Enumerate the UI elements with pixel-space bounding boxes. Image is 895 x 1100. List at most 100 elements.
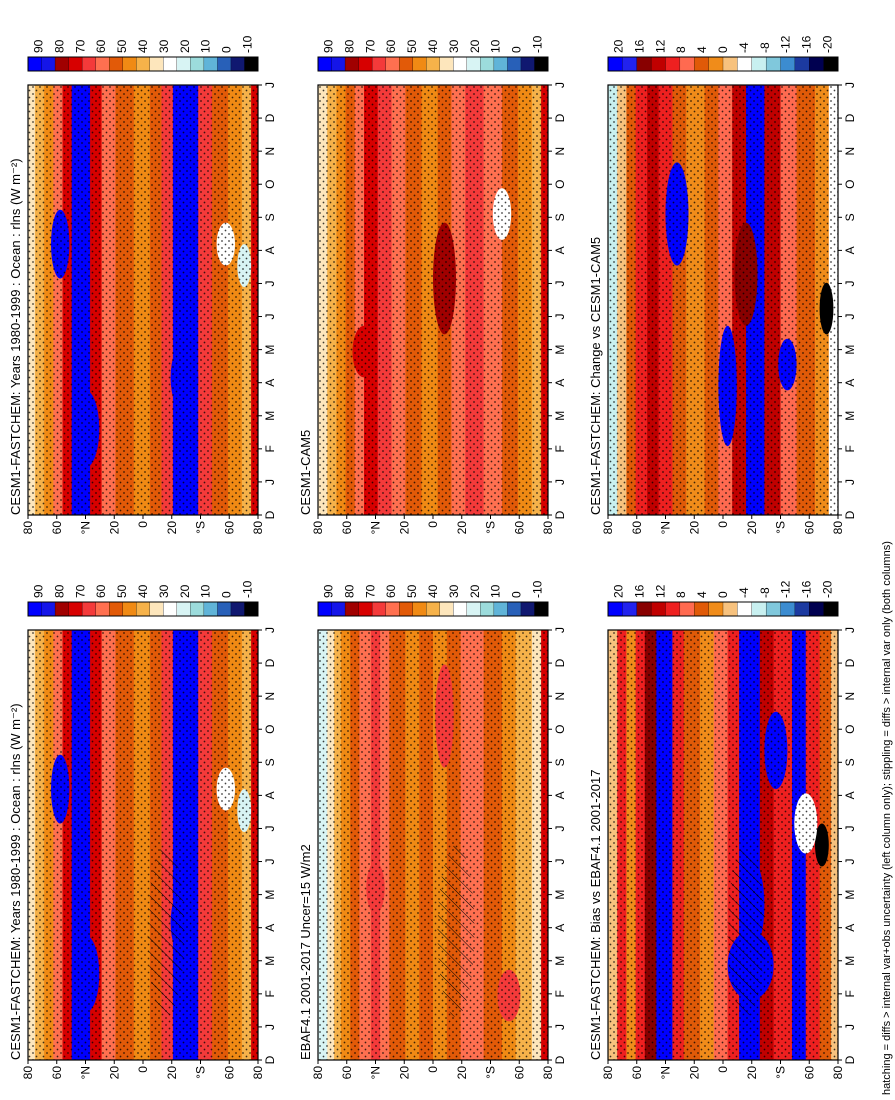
colorbar-swatch — [665, 601, 681, 617]
colorbar-label: 40 — [426, 584, 440, 598]
colorbar-label: -10 — [531, 35, 545, 53]
panel-title: EBAF4.1 2001-2017 Uncer=15 W/m2 — [298, 844, 313, 1060]
colorbar-label: 0 — [220, 46, 234, 53]
colorbar-swatch — [122, 601, 137, 617]
colorbar-label: 10 — [489, 584, 503, 598]
colorbar-swatch — [823, 56, 839, 72]
colorbar-swatch — [54, 56, 70, 72]
x-tick-label: A — [263, 791, 277, 799]
colorbar-swatch — [809, 601, 825, 617]
x-tick-label: A — [843, 791, 857, 799]
x-tick-label: J — [263, 627, 277, 633]
colorbar-swatch — [520, 56, 535, 72]
x-tick-label: O — [263, 180, 277, 189]
x-tick-label: D — [553, 510, 567, 519]
y-tick-label: °N — [659, 521, 673, 534]
colorbar-swatch — [650, 601, 666, 617]
colorbar-swatch — [466, 56, 481, 72]
colorbar-swatch — [622, 601, 638, 617]
colorbar-swatch — [622, 56, 638, 72]
colorbar-label: -12 — [779, 35, 793, 53]
x-tick-label: J — [263, 825, 277, 831]
y-tick-label: 60 — [50, 1066, 64, 1080]
colorbar-swatch — [453, 56, 468, 72]
x-tick-label: O — [843, 725, 857, 734]
hatching-overlay — [437, 845, 475, 1017]
y-tick-label: 60 — [802, 521, 816, 535]
colorbar-swatch — [203, 56, 218, 72]
colorbar-label: -16 — [800, 35, 814, 53]
y-tick-label: 80 — [251, 521, 265, 535]
x-tick-label: D — [263, 658, 277, 667]
colorbar-label: 80 — [52, 584, 66, 598]
colorbar-swatch — [412, 601, 427, 617]
colorbar-label: 30 — [157, 39, 171, 53]
colorbar-swatch — [81, 56, 97, 72]
colorbar-label: 4 — [695, 46, 709, 53]
y-tick-label: °N — [79, 521, 93, 534]
colorbar-label: 60 — [94, 584, 108, 598]
colorbar-swatch — [439, 601, 454, 617]
x-tick-label: J — [843, 280, 857, 286]
x-tick-label: J — [843, 859, 857, 865]
colorbar-swatch — [507, 601, 522, 617]
colorbar-swatch — [230, 601, 245, 617]
colorbar-swatch — [163, 56, 178, 72]
colorbar-label: 12 — [653, 39, 667, 53]
colorbar-swatch — [737, 601, 753, 617]
y-tick-label: 80 — [541, 521, 555, 535]
colorbar-swatch — [520, 601, 535, 617]
hatching-overlay — [727, 845, 765, 1017]
x-tick-label: O — [553, 180, 567, 189]
colorbar-label: 40 — [136, 584, 150, 598]
colorbar-label: 70 — [73, 39, 87, 53]
colorbar-swatch — [480, 601, 495, 617]
colorbar-label: -4 — [737, 587, 751, 598]
y-tick-label: °S — [774, 521, 788, 534]
colorbar-swatch — [493, 56, 508, 72]
x-tick-label: J — [263, 1024, 277, 1030]
panel-title: CESM1-FASTCHEM: Bias vs EBAF4.1 2001-201… — [588, 770, 603, 1060]
y-tick-label: °S — [774, 1066, 788, 1079]
x-tick-label: D — [553, 658, 567, 667]
y-tick-label: 60 — [222, 1066, 236, 1080]
colorbar-swatch — [765, 56, 781, 72]
x-tick-label: S — [263, 213, 277, 221]
stippling-overlay — [28, 630, 258, 1060]
y-tick-label: 20 — [745, 1066, 759, 1080]
x-tick-label: M — [843, 956, 857, 966]
colorbar-label: 20 — [468, 584, 482, 598]
colorbar-swatch — [68, 56, 83, 72]
x-tick-label: D — [553, 113, 567, 122]
colorbar-swatch — [54, 601, 70, 617]
colorbar-swatch — [780, 601, 796, 617]
colorbar-label: -20 — [821, 580, 835, 598]
colorbar-swatch — [722, 56, 738, 72]
x-tick-label: A — [843, 246, 857, 254]
colorbar-label: 10 — [489, 39, 503, 53]
colorbar-swatch — [636, 56, 652, 72]
colorbar-swatch — [809, 56, 825, 72]
stippling-overlay — [318, 85, 548, 515]
colorbar-label: 30 — [157, 584, 171, 598]
colorbar-label: 4 — [695, 591, 709, 598]
colorbar-swatch — [358, 601, 373, 617]
colorbar-swatch — [163, 601, 178, 617]
x-tick-label: S — [553, 213, 567, 221]
y-tick-label: 80 — [311, 521, 325, 535]
x-tick-label: J — [553, 314, 567, 320]
colorbar-label: 20 — [611, 584, 625, 598]
colorbar-label: 90 — [31, 39, 45, 53]
x-tick-label: M — [263, 345, 277, 355]
colorbar-label: -10 — [241, 580, 255, 598]
stippling-overlay — [318, 630, 548, 1060]
y-tick-label: 20 — [107, 1066, 121, 1080]
colorbar-swatch — [41, 601, 56, 617]
colorbar-label: 0 — [716, 46, 730, 53]
colorbar-label: -16 — [800, 580, 814, 598]
panel-right-top: D J F M A M J J A S O N D J 80 60 °N 20 0 20 °S 60 80 CESM1-FAS… — [8, 35, 277, 534]
colorbar-label: 70 — [73, 584, 87, 598]
x-tick-label: F — [843, 990, 857, 997]
y-tick-label: 20 — [745, 521, 759, 535]
